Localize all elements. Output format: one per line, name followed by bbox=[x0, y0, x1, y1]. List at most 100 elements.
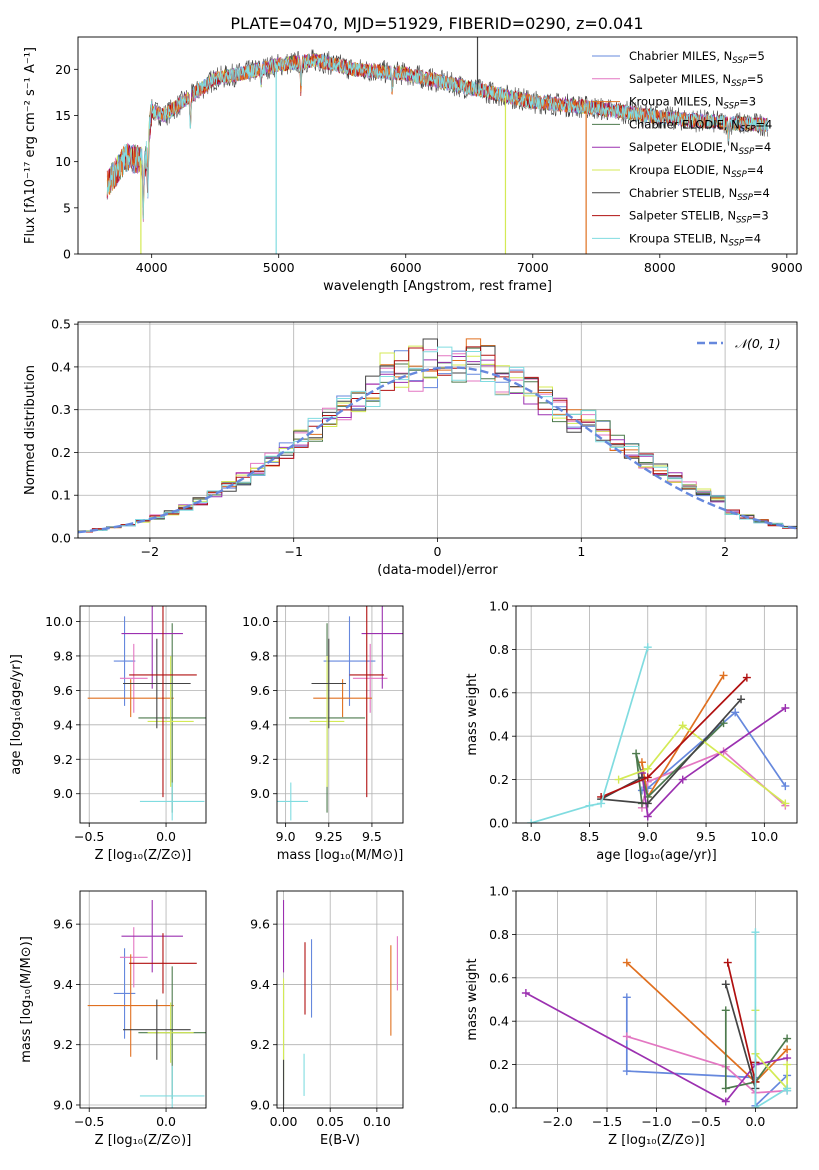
grid bbox=[516, 605, 797, 824]
legend-label-suffix: =3 bbox=[752, 209, 769, 223]
x-tick-label: 9.5 bbox=[696, 829, 716, 844]
weight-marker bbox=[783, 1060, 792, 1069]
y-tick-label: 0.0 bbox=[51, 531, 71, 546]
x-tick-label: −1.5 bbox=[592, 1114, 622, 1129]
grid bbox=[277, 891, 403, 1108]
weight-marker bbox=[783, 1034, 792, 1043]
errorbar-point bbox=[349, 606, 385, 798]
y-tick-label: 9.0 bbox=[250, 786, 270, 801]
plot-area bbox=[87, 900, 206, 1108]
weight-marker bbox=[781, 782, 790, 791]
plot-area bbox=[277, 606, 403, 821]
axes-frame bbox=[77, 321, 798, 539]
errorbar-point bbox=[119, 927, 148, 988]
y-tick-label: 0.5 bbox=[51, 317, 71, 332]
x-tick-label: 5000 bbox=[263, 260, 295, 275]
errorbar-point bbox=[113, 948, 136, 1039]
weight-marker bbox=[678, 721, 687, 730]
weight-marker bbox=[721, 1084, 730, 1093]
figure-title: PLATE=0470, MJD=51929, FIBERID=0290, z=0… bbox=[230, 14, 643, 33]
y-tick-label: 0.8 bbox=[489, 642, 509, 657]
y-tick-label: 0.4 bbox=[51, 359, 71, 374]
y-tick-label: 9.2 bbox=[250, 1037, 270, 1052]
legend-label-suffix: =4 bbox=[753, 186, 770, 200]
y-axis-label: mass weight bbox=[465, 958, 480, 1040]
errorbar-point bbox=[309, 655, 345, 787]
x-axis-label: E(B-V) bbox=[320, 1133, 360, 1148]
errorbar-point bbox=[311, 638, 347, 729]
plot-weight_vs_Z: −2.0 −1.5 −1.0 −0.5 0.0 0.0 0.2 0.4 0.6 0.8 1.0 Z [… bbox=[465, 884, 798, 1148]
y-tick-label: 0.2 bbox=[489, 772, 509, 787]
errorbar-point bbox=[87, 679, 174, 718]
errorbar-point bbox=[352, 643, 388, 713]
legend-label: Kroupa ELODIE, NSSP=4 bbox=[629, 163, 764, 180]
y-tick-label: 9.0 bbox=[53, 1097, 73, 1112]
legend-entry: Chabrier ELODIE, NSSP=4 bbox=[592, 117, 772, 134]
legend-label-text: Kroupa MILES, N bbox=[629, 95, 724, 109]
gaussian-curve bbox=[78, 366, 797, 534]
x-tick-label: 0.0 bbox=[156, 1114, 176, 1129]
weight-marker bbox=[585, 801, 594, 810]
weight-series-line bbox=[724, 984, 757, 1089]
legend-entry: Salpeter STELIB, NSSP=3 bbox=[592, 209, 769, 226]
y-tick-label: 9.6 bbox=[250, 683, 270, 698]
axes-decor: −0.5 0.0 9.0 9.2 9.4 9.6 Z [log₁₀(Z/Z⊙)] mass [… bbox=[19, 890, 207, 1148]
weight-marker bbox=[521, 988, 530, 997]
x-tick-label: −0.5 bbox=[74, 829, 104, 844]
y-tick-label: 9.8 bbox=[53, 648, 73, 663]
weight-series-line bbox=[626, 1035, 788, 1094]
y-tick-label: 9.2 bbox=[53, 1037, 73, 1052]
weight-series-line bbox=[626, 961, 788, 1084]
legend-label-suffix: =3 bbox=[739, 95, 756, 109]
y-tick-label: 15 bbox=[55, 108, 71, 123]
weight-marker bbox=[632, 749, 641, 758]
plot-age_vs_Z: −0.5 0.0 9.0 9.2 9.4 9.6 9.8 10.0 Z [log₁₀(Z/Z⊙)… bbox=[9, 605, 207, 863]
weight-marker bbox=[643, 812, 652, 821]
y-axis-label: mass [log₁₀(M/M⊙)] bbox=[19, 936, 34, 1063]
legend-label-subscript: SSP bbox=[729, 238, 745, 248]
weight-marker bbox=[643, 764, 652, 773]
x-axis-label: Z [log₁₀(Z/Z⊙)] bbox=[95, 848, 192, 863]
weight-series bbox=[614, 721, 790, 808]
weight-marker bbox=[721, 1097, 730, 1106]
y-tick-label: 0.4 bbox=[489, 1014, 509, 1029]
plot-residual_hist: −2 −1 0 1 2 0.0 0.1 0.2 0.3 0.4 0.5 (data-model)/er… bbox=[23, 317, 798, 578]
legend-entry: Salpeter ELODIE, NSSP=4 bbox=[592, 140, 771, 157]
x-tick-label: −0.5 bbox=[74, 1114, 104, 1129]
legend-label-suffix: =4 bbox=[754, 140, 771, 154]
errorbar-point bbox=[123, 999, 191, 1060]
errorbar-point bbox=[121, 606, 183, 689]
weight-marker bbox=[597, 799, 606, 808]
legend-entry: Kroupa MILES, NSSP=3 bbox=[592, 95, 756, 112]
errorbar-point bbox=[87, 954, 174, 1057]
y-tick-label: 9.4 bbox=[250, 717, 270, 732]
x-tick-label: 9.5 bbox=[362, 829, 382, 844]
legend-label: Salpeter ELODIE, NSSP=4 bbox=[629, 140, 771, 157]
errorbar-point bbox=[123, 638, 191, 729]
y-tick-label: 1.0 bbox=[489, 599, 509, 614]
weight-marker bbox=[622, 1067, 631, 1076]
plot-area bbox=[87, 606, 206, 821]
weight-series bbox=[637, 703, 790, 821]
y-tick-label: 0.2 bbox=[51, 445, 71, 460]
x-tick-label: 1 bbox=[577, 544, 585, 559]
x-tick-label: −2 bbox=[141, 544, 159, 559]
weight-series bbox=[751, 928, 792, 1108]
x-tick-label: 0.0 bbox=[156, 829, 176, 844]
x-tick-label: −1 bbox=[284, 544, 302, 559]
weight-series-line bbox=[754, 932, 788, 1108]
weight-series-line bbox=[635, 722, 725, 804]
x-tick-label: 7000 bbox=[517, 260, 549, 275]
y-tick-label: 9.4 bbox=[53, 977, 73, 992]
y-axis-label: Flux [fλ10⁻¹⁷ erg cm⁻² s⁻¹ A⁻¹] bbox=[23, 47, 38, 244]
weight-marker bbox=[751, 1104, 760, 1108]
y-tick-label: 1.0 bbox=[489, 884, 509, 899]
axes-decor: 9.0 9.25 9.5 9.0 9.2 9.4 9.6 9.8 10.0 mass [log₁₀… bbox=[242, 605, 404, 863]
plot-area bbox=[78, 338, 797, 534]
x-axis-label: Z [log₁₀(Z/Z⊙)] bbox=[95, 1133, 192, 1148]
grid bbox=[277, 606, 403, 823]
plot-age_vs_mass: 9.0 9.25 9.5 9.0 9.2 9.4 9.6 9.8 10.0 mass [log₁₀… bbox=[242, 605, 404, 863]
legend-label-suffix: =4 bbox=[747, 163, 764, 177]
legend-entry: Kroupa STELIB, NSSP=4 bbox=[592, 231, 761, 248]
weight-series bbox=[632, 719, 728, 808]
